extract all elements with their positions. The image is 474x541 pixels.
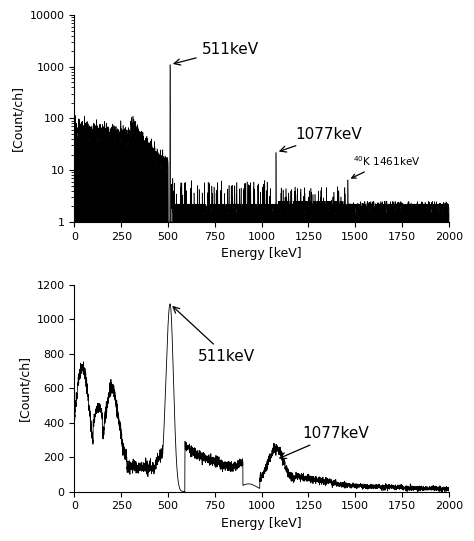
X-axis label: Energy [keV]: Energy [keV] [221, 517, 302, 530]
Text: 1077keV: 1077keV [280, 426, 370, 458]
Y-axis label: [Count/ch]: [Count/ch] [11, 85, 24, 151]
Text: 511keV: 511keV [174, 42, 259, 65]
X-axis label: Energy [keV]: Energy [keV] [221, 247, 302, 260]
Text: 1077keV: 1077keV [280, 127, 362, 152]
Text: 511keV: 511keV [173, 307, 255, 364]
Text: $^{40}$K 1461keV: $^{40}$K 1461keV [352, 154, 421, 178]
Y-axis label: [Count/ch]: [Count/ch] [18, 355, 31, 421]
